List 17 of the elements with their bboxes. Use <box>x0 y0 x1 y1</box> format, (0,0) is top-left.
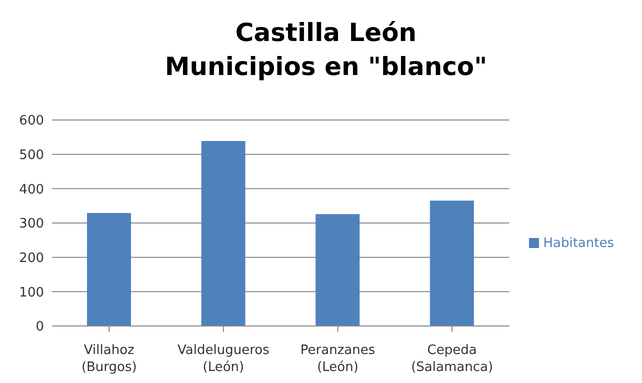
x-tick-label: Cepeda (Salamanca) <box>411 343 494 375</box>
y-tick-label: 200 <box>19 250 44 266</box>
x-tick-label: Peranzanes (León) <box>300 343 376 375</box>
legend-label: Habitantes <box>543 236 614 250</box>
y-tick-label: 400 <box>19 182 44 198</box>
bar <box>316 214 360 326</box>
bar <box>201 140 246 326</box>
x-tick-label: Villahoz (Burgos) <box>81 343 137 375</box>
y-tick-label: 500 <box>19 148 44 163</box>
y-tick-label: 0 <box>36 320 44 335</box>
y-tick-label: 300 <box>19 216 44 232</box>
x-tick-label: Valdelugueros (León) <box>178 343 270 375</box>
bar <box>430 200 474 326</box>
y-tick-label: 100 <box>19 285 44 300</box>
y-tick-label: 600 <box>19 114 44 129</box>
bar <box>87 213 131 326</box>
chart-title: Castilla León Municipios en "blanco" <box>164 17 488 83</box>
